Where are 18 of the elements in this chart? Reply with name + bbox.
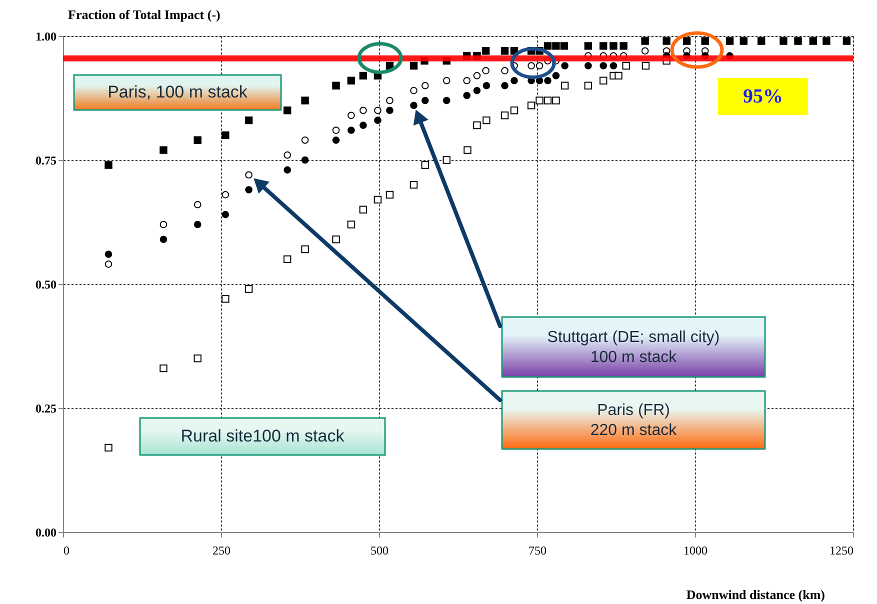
annotation: Paris, 100 m stack bbox=[108, 82, 248, 102]
y-tick-label: 0.00 bbox=[36, 526, 56, 540]
x-tick-label: 0 bbox=[64, 544, 70, 558]
y-axis-title: Fraction of Total Impact (-) bbox=[68, 7, 220, 22]
y-tick-label: 0.50 bbox=[36, 278, 56, 292]
y-tick-label: 1.00 bbox=[36, 30, 56, 44]
x-tick-label: 750 bbox=[528, 544, 546, 558]
annotation: Paris (FR) 220 m stack bbox=[590, 402, 678, 439]
annotation: 95% bbox=[743, 86, 783, 108]
x-tick-label: 1000 bbox=[684, 544, 708, 558]
y-tick-label: 0.75 bbox=[36, 154, 56, 168]
x-axis-title: Downwind distance (km) bbox=[686, 587, 825, 602]
x-tick-label: 1250 bbox=[830, 544, 854, 558]
annotation: Stuttgart (DE; small city) 100 m stack bbox=[547, 329, 720, 366]
x-tick-label: 500 bbox=[370, 544, 388, 558]
annotation: Rural site100 m stack bbox=[180, 426, 345, 446]
x-tick-label: 250 bbox=[212, 544, 230, 558]
y-tick-label: 0.25 bbox=[36, 402, 56, 416]
